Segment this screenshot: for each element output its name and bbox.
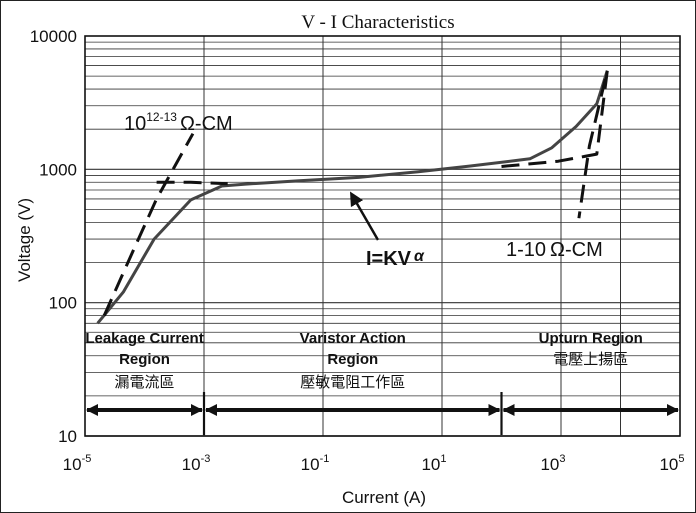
plot-area-border [84, 35, 681, 437]
region-2: Varistor Action Region 壓敏電阻工作區 [202, 330, 501, 435]
solid-series-1 [96, 70, 609, 325]
x-tick-label: 101 [421, 453, 446, 474]
leakage-ohm-unit: Ω-CM [180, 113, 233, 135]
y-tick-label: 10 [58, 427, 77, 446]
region-cjk-label: 漏電流區 [114, 374, 174, 391]
leakage-ohm-base: 10 [124, 113, 146, 135]
region-title: Leakage Current [85, 330, 203, 347]
x-tick-label: 10-1 [301, 453, 330, 474]
x-tick-label: 105 [659, 453, 684, 474]
x-tick-label: 10-3 [182, 453, 211, 474]
chart-title: V - I Characteristics [301, 12, 454, 33]
y-tick-label: 1000 [39, 160, 77, 179]
leakage-ohm-exp: 12-13 [146, 110, 177, 124]
y-tick-label: 10000 [30, 27, 77, 46]
y-axis-label: Voltage (V) [15, 198, 34, 282]
equation-suffix: α [414, 248, 425, 265]
upturn-ohm-unit: Ω-CM [550, 239, 603, 261]
svg-text:1012-13Ω-CM: 1012-13 Ω-CM [124, 110, 233, 135]
region-3: Upturn Region 電壓上揚區 [500, 330, 679, 435]
region-subtitle: Region [327, 351, 378, 368]
region-1: Leakage Current Region 漏電流區 [85, 330, 204, 416]
upturn-ohm-annotation: 1-10 Ω-CM [506, 239, 603, 261]
dashed-series-3 [156, 180, 228, 186]
x-tick-label: 10-5 [63, 453, 92, 474]
region-subtitle: Region [119, 351, 170, 368]
y-axis-ticks: 10 100 1000 10000 [30, 27, 77, 446]
region-title: Upturn Region [539, 330, 643, 347]
x-axis-ticks: 10-5 10-3 10-1 101 103 105 [63, 453, 685, 474]
region-labels: Leakage Current Region 漏電流區 Varistor Action… [85, 330, 679, 435]
leakage-ohm-annotation: 1012-13 Ω-CM [124, 110, 233, 135]
svg-text:1-10Ω-CM: 1-10 Ω-CM [506, 239, 603, 261]
data-series [96, 69, 609, 325]
region-cjk-label: 電壓上揚區 [553, 351, 628, 368]
x-axis-label: Current (A) [342, 488, 426, 507]
dashed-series-4 [501, 69, 609, 219]
equation-pointer-arrow [349, 191, 380, 241]
region-cjk-label: 壓敏電阻工作區 [300, 374, 405, 391]
equation-annotation: I=KV α [349, 191, 425, 270]
upturn-ohm-text: 1-10 [506, 239, 546, 261]
region-title: Varistor Action [300, 330, 406, 347]
dashed-series-2 [102, 132, 195, 317]
x-tick-label: 103 [540, 453, 565, 474]
y-tick-label: 100 [49, 294, 77, 313]
svg-text:I=KVα: I=KV α [366, 248, 425, 270]
equation-text: I=KV [366, 248, 412, 270]
